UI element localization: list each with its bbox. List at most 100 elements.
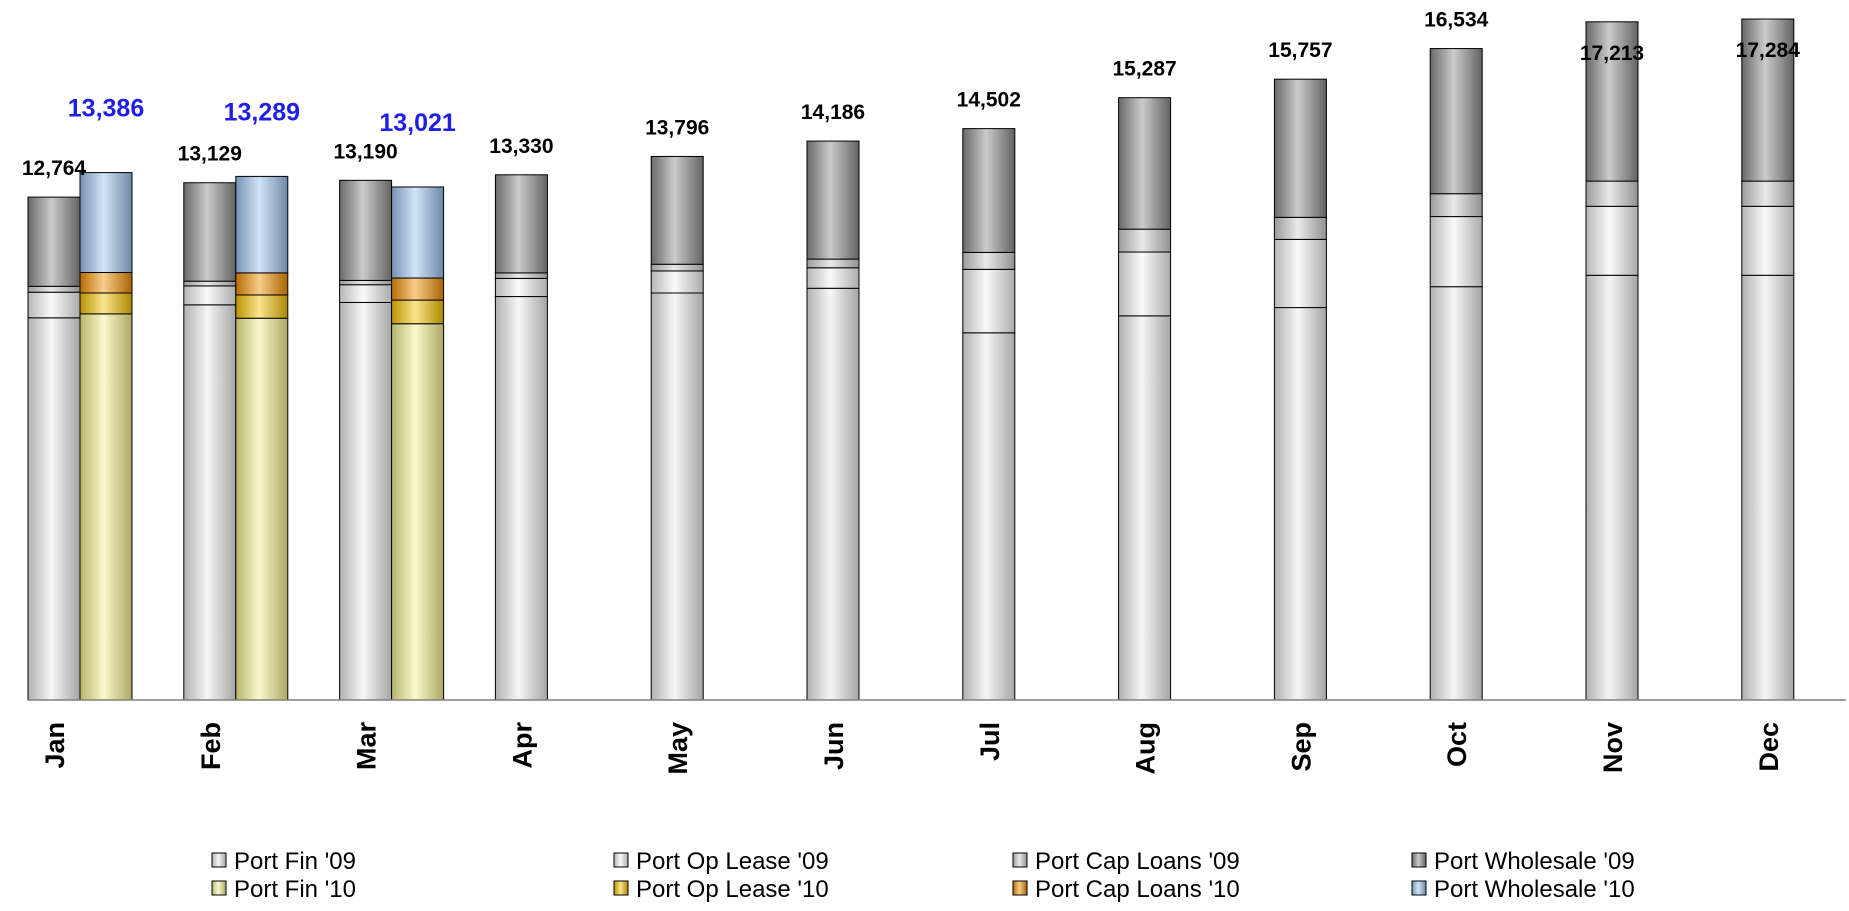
bar-port-fin-10-feb — [235, 317, 289, 701]
x-tick-jun: Jun — [819, 722, 849, 770]
bar-port-wholesale-09-jun — [806, 140, 860, 260]
bar-port-op-lease-09-feb — [183, 285, 237, 306]
bar-port-cap-loans-09-jul — [962, 251, 1016, 270]
bar-port-op-lease-09-jun — [806, 267, 860, 289]
bar-port-cap-loans-09-dec — [1741, 180, 1795, 207]
bar-port-cap-loans-09-aug — [1118, 228, 1172, 253]
legend-swatch-port-fin-09 — [211, 852, 227, 868]
bar-port-cap-loans-09-mar — [339, 279, 393, 286]
total-label-2009-feb: 13,129 — [178, 143, 242, 166]
bar-port-op-lease-09-sep — [1273, 238, 1327, 309]
legend-label-port-op-lease-10: Port Op Lease '10 — [636, 876, 829, 903]
bar-port-wholesale-09-apr — [494, 174, 548, 274]
legend-label-port-cap-loans-09: Port Cap Loans '09 — [1035, 848, 1240, 875]
legend-swatch-port-op-lease-10 — [613, 880, 629, 896]
bar-port-cap-loans-09-nov — [1585, 180, 1639, 207]
bar-port-cap-loans-09-sep — [1273, 216, 1327, 240]
total-label-2009-nov: 17,213 — [1580, 42, 1644, 65]
bar-port-fin-09-apr — [494, 296, 548, 701]
total-label-2010-feb: 13,289 — [224, 98, 300, 126]
bar-port-fin-09-oct — [1429, 286, 1483, 701]
total-label-2009-jun: 14,186 — [801, 101, 865, 124]
total-label-2009-sep: 15,757 — [1268, 39, 1332, 62]
legend-label-port-wholesale-10: Port Wholesale '10 — [1434, 876, 1635, 903]
x-tick-mar: Mar — [352, 722, 382, 771]
bar-port-wholesale-10-mar — [391, 186, 445, 279]
bar-port-op-lease-09-may — [650, 270, 704, 294]
bar-port-op-lease-09-dec — [1741, 205, 1795, 276]
legend: Port Fin '09 Port Op Lease '09 Port Cap Lo… — [211, 848, 1635, 903]
bar-port-wholesale-09-mar — [339, 179, 393, 281]
x-tick-dec: Dec — [1754, 722, 1784, 772]
bar-port-fin-10-jan — [79, 313, 133, 701]
x-tick-oct: Oct — [1442, 722, 1472, 767]
bar-port-op-lease-09-jan — [27, 291, 81, 319]
total-labels-layer: 12,764 13,386 13,129 13,289 13,190 13,021 13,3… — [22, 9, 1800, 181]
legend-swatch-port-op-lease-09 — [613, 852, 629, 868]
bar-port-op-lease-10-jan — [79, 292, 133, 315]
bar-port-cap-loans-09-oct — [1429, 193, 1483, 218]
bar-port-fin-09-jan — [27, 317, 81, 701]
bar-port-wholesale-10-jan — [79, 172, 133, 274]
bar-port-cap-loans-10-feb — [235, 272, 289, 296]
x-tick-feb: Feb — [196, 722, 226, 770]
legend-label-port-op-lease-09: Port Op Lease '09 — [636, 848, 829, 875]
bar-port-cap-loans-09-jun — [806, 258, 860, 269]
x-tick-may: May — [663, 722, 693, 775]
bar-port-fin-09-nov — [1585, 274, 1639, 701]
bar-port-wholesale-09-sep — [1273, 78, 1327, 218]
total-label-2009-apr: 13,330 — [489, 135, 553, 158]
x-tick-aug: Aug — [1131, 722, 1161, 774]
bar-port-op-lease-09-jul — [962, 268, 1016, 334]
bar-port-cap-loans-10-jan — [79, 272, 133, 294]
bar-port-op-lease-10-feb — [235, 294, 289, 319]
x-tick-apr: Apr — [507, 722, 537, 769]
total-label-2010-mar: 13,021 — [379, 109, 456, 137]
legend-swatch-port-cap-loans-10 — [1012, 880, 1028, 896]
total-label-2009-aug: 15,287 — [1112, 58, 1176, 81]
bar-port-cap-loans-10-mar — [391, 277, 445, 301]
x-tick-labels: Jan Feb Mar Apr May Jun Jul Aug Sep Oct Nov Dec — [40, 722, 1784, 775]
bar-port-cap-loans-09-may — [650, 263, 704, 272]
bar-port-fin-09-mar — [339, 301, 393, 701]
legend-swatch-port-wholesale-09 — [1411, 852, 1427, 868]
bar-port-wholesale-09-jan — [27, 196, 81, 287]
bar-port-wholesale-09-dec — [1741, 18, 1795, 182]
bar-port-fin-09-jun — [806, 287, 860, 701]
total-label-2009-jan: 12,764 — [22, 157, 87, 180]
bar-port-fin-09-may — [650, 292, 704, 701]
bar-port-cap-loans-09-apr — [494, 272, 548, 279]
total-label-2009-jul: 14,502 — [957, 89, 1021, 112]
total-label-2009-dec: 17,284 — [1736, 39, 1801, 62]
bar-port-fin-10-mar — [391, 323, 445, 701]
bar-port-fin-09-feb — [183, 304, 237, 701]
bar-port-op-lease-10-mar — [391, 299, 445, 325]
legend-swatch-port-cap-loans-09 — [1012, 852, 1028, 868]
bar-port-wholesale-09-feb — [183, 182, 237, 282]
bar-port-wholesale-09-nov — [1585, 21, 1639, 182]
bar-port-op-lease-09-oct — [1429, 216, 1483, 288]
bar-port-wholesale-09-oct — [1429, 48, 1483, 195]
bar-port-fin-09-dec — [1741, 274, 1795, 701]
bar-port-wholesale-10-feb — [235, 175, 289, 274]
bar-port-fin-09-sep — [1273, 307, 1327, 701]
x-tick-jan: Jan — [40, 722, 70, 769]
legend-swatch-port-wholesale-10 — [1411, 880, 1427, 896]
total-label-2009-oct: 16,534 — [1424, 9, 1489, 32]
bar-port-cap-loans-09-jan — [27, 285, 81, 293]
bar-port-cap-loans-09-feb — [183, 280, 237, 287]
total-label-2009-mar: 13,190 — [333, 140, 397, 163]
total-label-2009-may: 13,796 — [645, 116, 709, 139]
bars-layer — [27, 18, 1795, 701]
bar-port-op-lease-09-apr — [494, 277, 548, 298]
bar-port-wholesale-09-jul — [962, 128, 1016, 253]
legend-label-port-cap-loans-10: Port Cap Loans '10 — [1035, 876, 1240, 903]
bar-port-wholesale-09-may — [650, 155, 704, 265]
legend-label-port-fin-10: Port Fin '10 — [234, 876, 356, 903]
total-label-2010-jan: 13,386 — [68, 95, 144, 123]
legend-label-port-fin-09: Port Fin '09 — [234, 848, 356, 875]
bar-port-fin-09-jul — [962, 332, 1016, 701]
bar-port-op-lease-09-nov — [1585, 205, 1639, 276]
legend-label-port-wholesale-09: Port Wholesale '09 — [1434, 848, 1635, 875]
